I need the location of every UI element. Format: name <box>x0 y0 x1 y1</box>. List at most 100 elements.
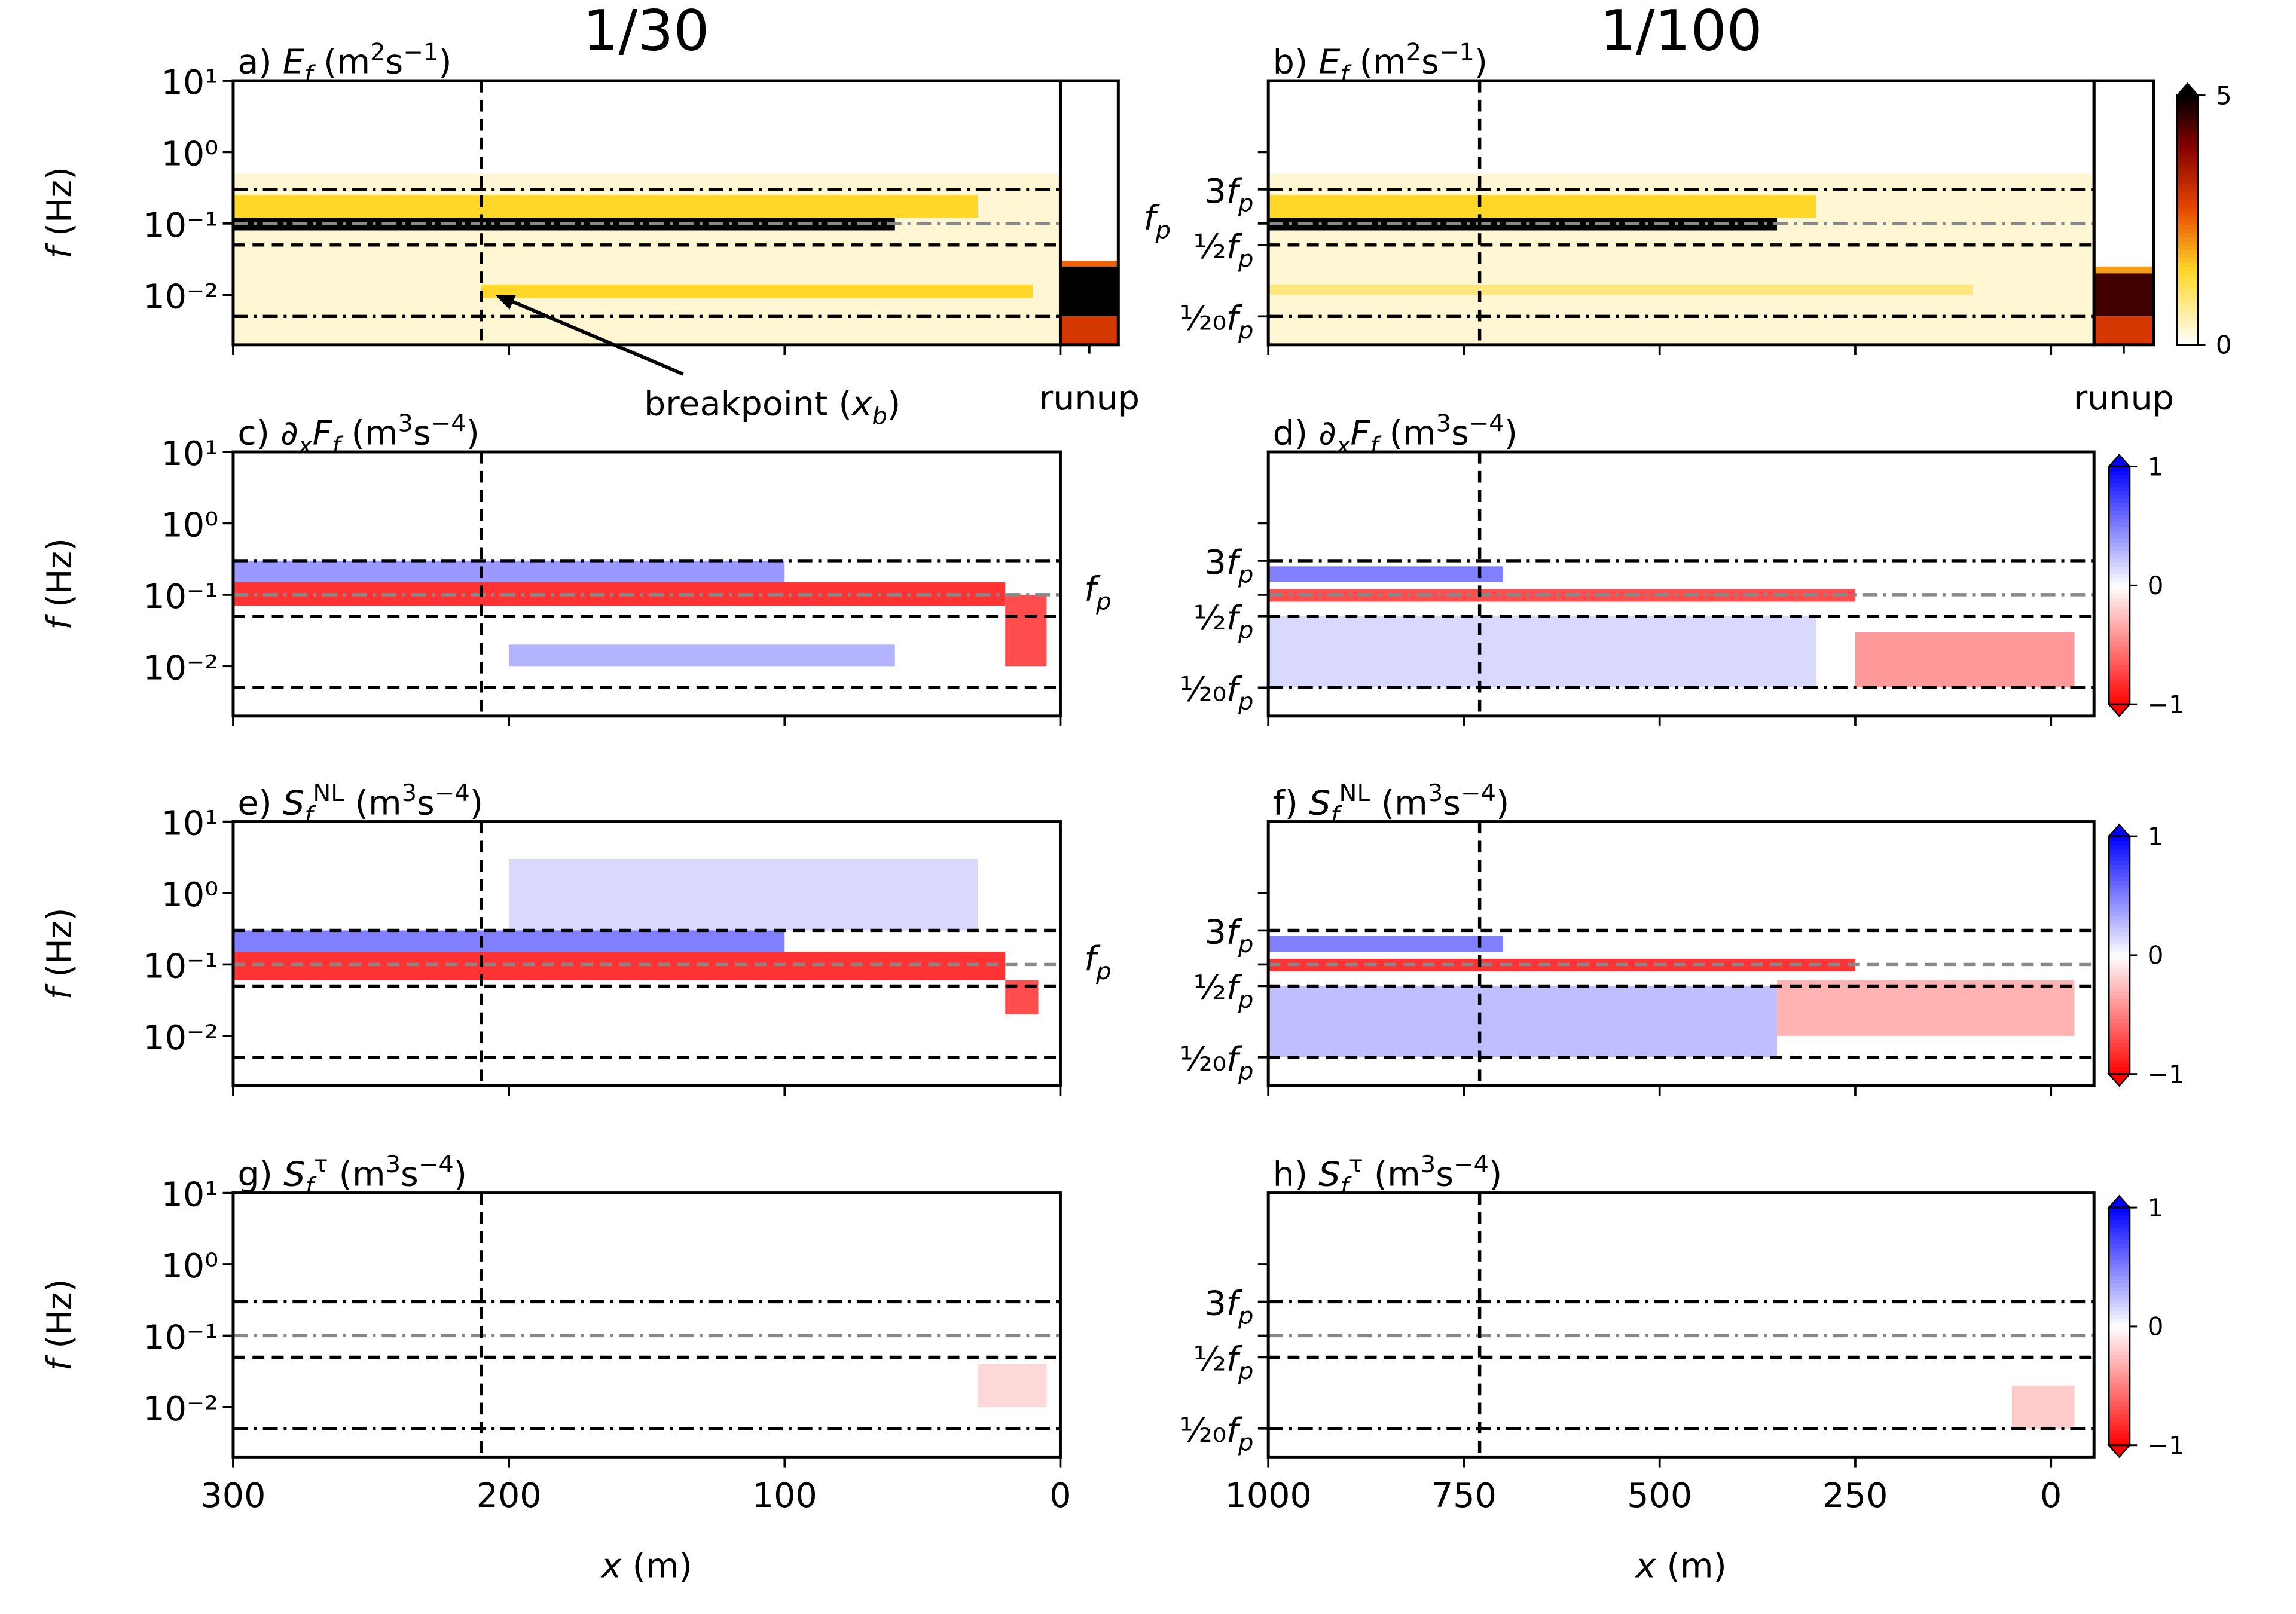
colorbar-slice <box>2109 1362 2130 1367</box>
text-part: p <box>1238 1429 1253 1457</box>
colorbar-slice <box>2109 609 2130 614</box>
colorbar-tick-label: 1 <box>2148 822 2164 851</box>
colorbar-slice <box>2177 328 2199 334</box>
heat-cell <box>233 930 785 952</box>
fp-label: fp <box>1144 198 1171 244</box>
colorbar-slice <box>2109 482 2130 487</box>
y-tick-label: 10⁻¹ <box>143 206 218 245</box>
text-part: F <box>1351 414 1371 453</box>
colorbar-tick-label: 1 <box>2148 1193 2164 1222</box>
heat-cell <box>1268 218 1778 231</box>
text-part: s <box>1451 414 1469 453</box>
text-part: (m) <box>621 1546 692 1586</box>
colorbar-slice <box>2109 581 2130 586</box>
colorbar-slice <box>2109 1050 2130 1055</box>
text-part: 3 <box>402 780 417 807</box>
colorbar-slice <box>2177 228 2199 234</box>
colorbar-slice <box>2109 1366 2130 1371</box>
y-tick-label: 10⁻¹ <box>143 947 218 986</box>
y-tick-label: 3fp <box>1204 913 1253 958</box>
colorbar-slice <box>2177 265 2199 271</box>
heat-cell <box>481 284 1033 298</box>
colorbar-slice <box>2109 1239 2130 1244</box>
axes-frame <box>1266 79 2096 347</box>
text-part: (m <box>1349 42 1406 82</box>
colorbar-slice <box>2109 935 2130 940</box>
colorbar-slice <box>2109 879 2130 885</box>
colorbar-slice <box>2177 145 2199 151</box>
colorbar-tick-label: 0 <box>2148 1312 2164 1341</box>
y-axis-label: f (Hz) <box>40 167 80 259</box>
colorbar-slice <box>2109 506 2130 511</box>
colorbar-slice <box>2109 1437 2130 1442</box>
colorbar-slice <box>2177 207 2199 213</box>
colorbar-slice <box>2177 303 2199 308</box>
colorbar-slice <box>2109 919 2130 925</box>
colorbar-slice <box>2177 253 2199 258</box>
colorbar-slice <box>2109 1042 2130 1047</box>
text-part: NL <box>1339 780 1370 807</box>
text-part: p <box>1238 931 1253 958</box>
text-part: p <box>1238 1358 1253 1385</box>
colorbar-slice <box>2177 233 2199 238</box>
text-part: −1 <box>1439 39 1474 66</box>
heat-cell <box>1268 195 1816 218</box>
colorbar-slice <box>2177 157 2199 163</box>
colorbar-slice <box>2109 1310 2130 1316</box>
text-part: 3 <box>386 1151 401 1178</box>
text-part: s <box>413 414 431 453</box>
colorbar-slice <box>2109 860 2130 865</box>
colorbar-slice <box>2177 103 2199 109</box>
colorbar-slice <box>2109 700 2130 705</box>
text-part: ) <box>466 414 480 453</box>
axes-frame <box>231 820 1062 1087</box>
colorbar-tick-label: 5 <box>2216 81 2232 111</box>
colorbar-slice <box>2109 565 2130 571</box>
text-part: p <box>1095 588 1111 616</box>
colorbar-slice <box>2109 1346 2130 1351</box>
colorbar-slice <box>2109 1046 2130 1051</box>
colorbar-slice <box>2109 1318 2130 1323</box>
panel-title: f) SfNL (m3s−4) <box>1273 780 1510 829</box>
colorbar-slice <box>2109 888 2130 893</box>
y-tick-label: 10⁰ <box>161 134 219 174</box>
y-tick-label: ½fp <box>1193 1340 1253 1385</box>
colorbar-slice <box>2177 216 2199 221</box>
colorbar-slice <box>2177 124 2199 130</box>
colorbar-slice <box>2177 182 2199 188</box>
colorbar-slice <box>2177 187 2199 192</box>
text-part: p <box>1238 1058 1253 1086</box>
colorbar-slice <box>2177 332 2199 338</box>
colorbar-slice <box>2109 959 2130 964</box>
colorbar-slice <box>2177 270 2199 275</box>
colorbar-slice <box>2109 923 2130 928</box>
heat-cell <box>1777 980 2075 1036</box>
text-part: −4 <box>419 1151 454 1178</box>
colorbar-slice <box>2109 577 2130 582</box>
text-part: ) <box>1504 414 1518 453</box>
colorbar-slice <box>2109 1007 2130 1011</box>
text-part: ¹⁄₂₀ <box>1180 299 1226 338</box>
colorbar-slice <box>2109 1330 2130 1335</box>
colorbar-slice <box>2109 1219 2130 1224</box>
text-part: 3 <box>1436 410 1451 438</box>
colorbar-slice <box>2109 1010 2130 1016</box>
text-part: (Hz) <box>40 1279 80 1359</box>
colorbar-slice <box>2177 141 2199 146</box>
colorbar-slice <box>2109 1070 2130 1075</box>
x-tick-label: 100 <box>752 1476 817 1515</box>
heat-cell <box>1005 594 1047 667</box>
colorbar-slice <box>2109 1255 2130 1260</box>
colorbar-slice <box>2109 1002 2130 1008</box>
text-part: (m <box>1378 414 1436 453</box>
column-title: 1/100 <box>1600 0 1763 63</box>
colorbar-slice <box>2177 170 2199 175</box>
text-part: 3 <box>1428 780 1443 807</box>
text-part: ¹⁄₂₀ <box>1180 670 1226 710</box>
text-part: τ <box>1349 1151 1363 1178</box>
colorbar-slice <box>2109 1389 2130 1395</box>
colorbar-slice <box>2109 943 2130 948</box>
text-part: ¹⁄₂₀ <box>1180 1411 1226 1450</box>
colorbar-slice <box>2109 1386 2130 1391</box>
